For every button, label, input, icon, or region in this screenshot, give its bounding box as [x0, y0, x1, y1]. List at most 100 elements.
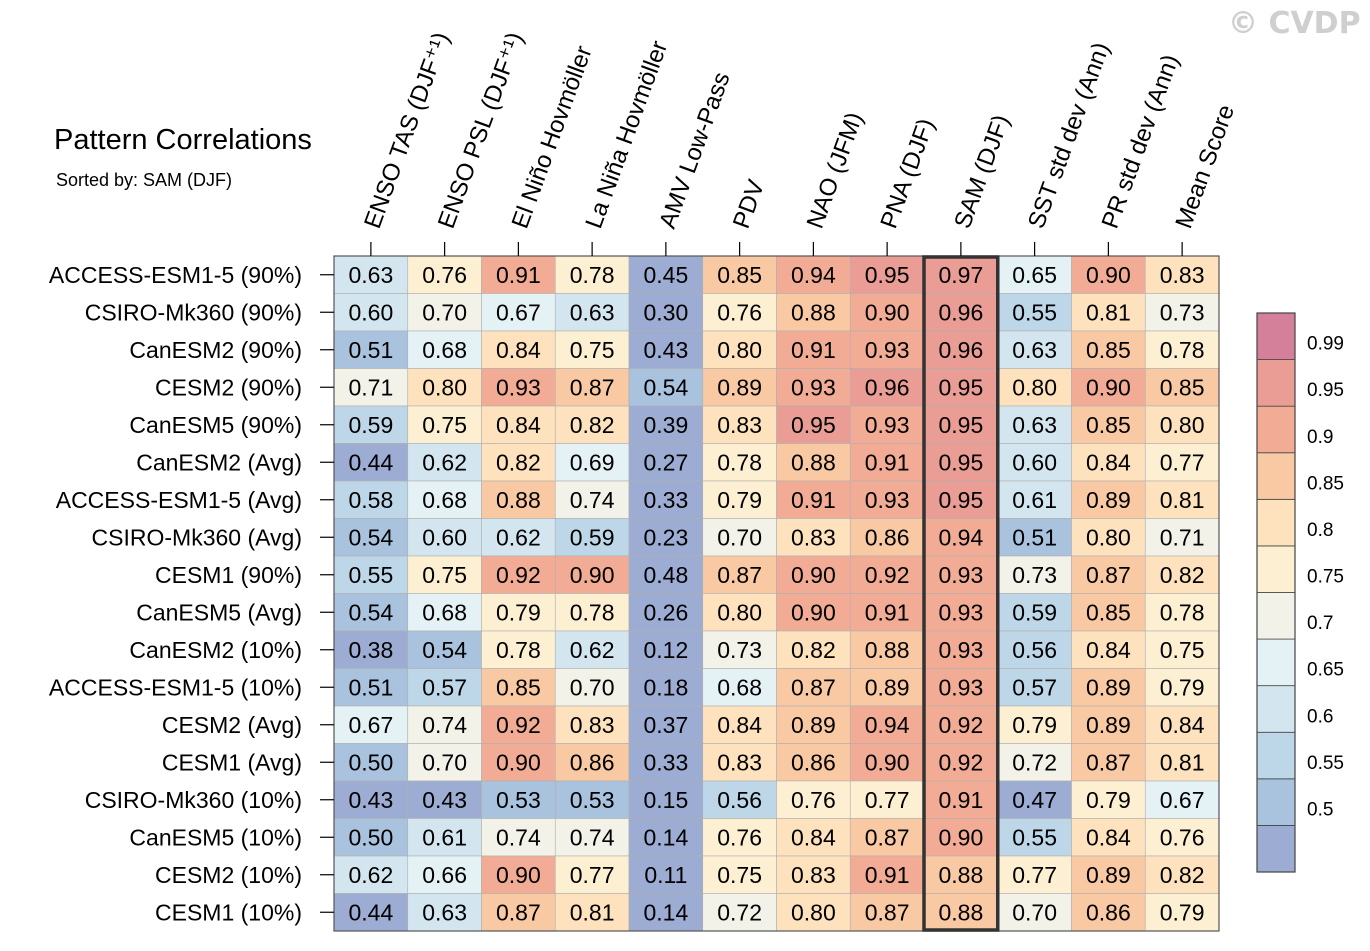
- heatmap-cell: [702, 668, 777, 707]
- row-label: CanESM5 (10%): [129, 824, 302, 850]
- colorbar-label: 0.55: [1307, 753, 1344, 774]
- heatmap-cell: [333, 780, 409, 819]
- cell-value: 0.95: [938, 412, 983, 438]
- cell-value: 0.87: [570, 374, 615, 400]
- heatmap-cell: [407, 593, 482, 632]
- heatmap-cell: [702, 480, 777, 519]
- row-label: ACCESS-ESM1-5 (10%): [49, 674, 302, 700]
- cell-value: 0.12: [643, 637, 688, 663]
- cell-value: 0.76: [791, 787, 836, 813]
- row-label: CESM1 (90%): [155, 562, 302, 588]
- cell-value: 0.93: [865, 412, 910, 438]
- heatmap-cell: [997, 405, 1072, 444]
- heatmap-cell: [776, 368, 851, 407]
- cell-value: 0.56: [1012, 637, 1057, 663]
- cell-value: 0.44: [348, 449, 393, 475]
- chart-subtitle: Sorted by: SAM (DJF): [56, 170, 233, 190]
- heatmap-cell: [628, 705, 704, 744]
- heatmap-cell: [333, 330, 409, 369]
- cell-value: 0.53: [496, 787, 541, 813]
- heatmap-cell: [481, 330, 556, 369]
- heatmap-cell: [997, 593, 1072, 632]
- cell-value: 0.76: [717, 824, 762, 850]
- heatmap-cell: [333, 405, 409, 444]
- heatmap-cell: [923, 593, 999, 632]
- cell-value: 0.79: [717, 487, 762, 513]
- cell-value: 0.51: [348, 337, 393, 363]
- heatmap-cell: [481, 893, 556, 932]
- heatmap-cell: [1144, 743, 1220, 782]
- cell-value: 0.90: [791, 562, 836, 588]
- heatmap-cell: [1144, 630, 1220, 669]
- heatmap-cell: [628, 593, 704, 632]
- cell-value: 0.96: [865, 374, 910, 400]
- cell-value: 0.68: [422, 599, 467, 625]
- cell-value: 0.85: [1160, 374, 1205, 400]
- heatmap-cell: [1144, 855, 1220, 894]
- heatmap-cell: [554, 743, 630, 782]
- column-label: PNA (DJF): [875, 115, 940, 232]
- heatmap-cell: [702, 818, 777, 857]
- heatmap-cell: [628, 368, 704, 407]
- heatmap-cell: [1144, 405, 1220, 444]
- heatmap-cell: [628, 443, 704, 482]
- heatmap-cell: [407, 555, 482, 594]
- cell-value: 0.90: [570, 562, 615, 588]
- cell-value: 0.77: [1160, 449, 1205, 475]
- heatmap-cell: [1071, 255, 1146, 294]
- cell-value: 0.53: [570, 787, 615, 813]
- cell-value: 0.81: [1160, 749, 1205, 775]
- heatmap-cell: [1144, 255, 1220, 294]
- row-label: CESM2 (10%): [155, 862, 302, 888]
- cell-value: 0.84: [1086, 637, 1131, 663]
- cell-value: 0.91: [791, 337, 836, 363]
- row-labels: ACCESS-ESM1-5 (90%) CSIRO-Mk360 (90%) CanE…: [49, 262, 334, 925]
- column-label: Mean Score: [1170, 101, 1240, 232]
- cell-value: 0.43: [422, 787, 467, 813]
- row-label: CanESM2 (90%): [129, 337, 302, 363]
- cell-value: 0.94: [938, 524, 983, 550]
- heatmap-cell: [333, 368, 409, 407]
- cell-value: 0.82: [570, 412, 615, 438]
- heatmap-cell: [776, 518, 851, 557]
- cell-value: 0.78: [496, 637, 541, 663]
- heatmap-cell: [776, 705, 851, 744]
- cell-value: 0.11: [644, 862, 687, 888]
- heatmap-cell: [702, 293, 777, 332]
- heatmap-cell: [554, 818, 630, 857]
- column-labels: ENSO TAS (DJF⁺¹)ENSO PSL (DJF⁺¹)El Niño …: [359, 29, 1240, 256]
- cell-value: 0.54: [348, 524, 393, 550]
- cell-value: 0.90: [865, 749, 910, 775]
- heatmap-cell: [997, 555, 1072, 594]
- cell-value: 0.70: [570, 674, 615, 700]
- heatmap-cell: [997, 705, 1072, 744]
- cell-value: 0.96: [938, 299, 983, 325]
- heatmap-cell: [407, 893, 482, 932]
- chart-title: Pattern Correlations: [54, 124, 312, 156]
- cell-value: 0.74: [570, 487, 615, 513]
- cell-value: 0.80: [1160, 412, 1205, 438]
- cell-value: 0.15: [643, 787, 688, 813]
- cell-value: 0.86: [570, 749, 615, 775]
- cell-value: 0.39: [643, 412, 688, 438]
- heatmap-cell: [1071, 818, 1146, 857]
- cell-value: 0.51: [348, 674, 393, 700]
- row-label: CSIRO-Mk360 (90%): [85, 299, 302, 325]
- cell-value: 0.93: [865, 487, 910, 513]
- colorbar-segment: [1256, 685, 1296, 733]
- colorbar-segment: [1256, 359, 1296, 407]
- cell-value: 0.55: [348, 562, 393, 588]
- cell-value: 0.26: [643, 599, 688, 625]
- cell-value: 0.95: [938, 449, 983, 475]
- heatmap-cell: [1071, 780, 1146, 819]
- heatmap-cell: [1071, 855, 1146, 894]
- heatmap-cell: [997, 443, 1072, 482]
- colorbar-segment: [1256, 638, 1296, 687]
- heatmap-cell: [849, 255, 925, 294]
- heatmap-cell: [1071, 743, 1146, 782]
- heatmap-cell: [849, 630, 925, 669]
- cell-value: 0.94: [791, 262, 836, 288]
- heatmap-cell: [849, 893, 925, 932]
- heatmap-cell: [702, 893, 777, 932]
- heatmap-cell: [554, 555, 630, 594]
